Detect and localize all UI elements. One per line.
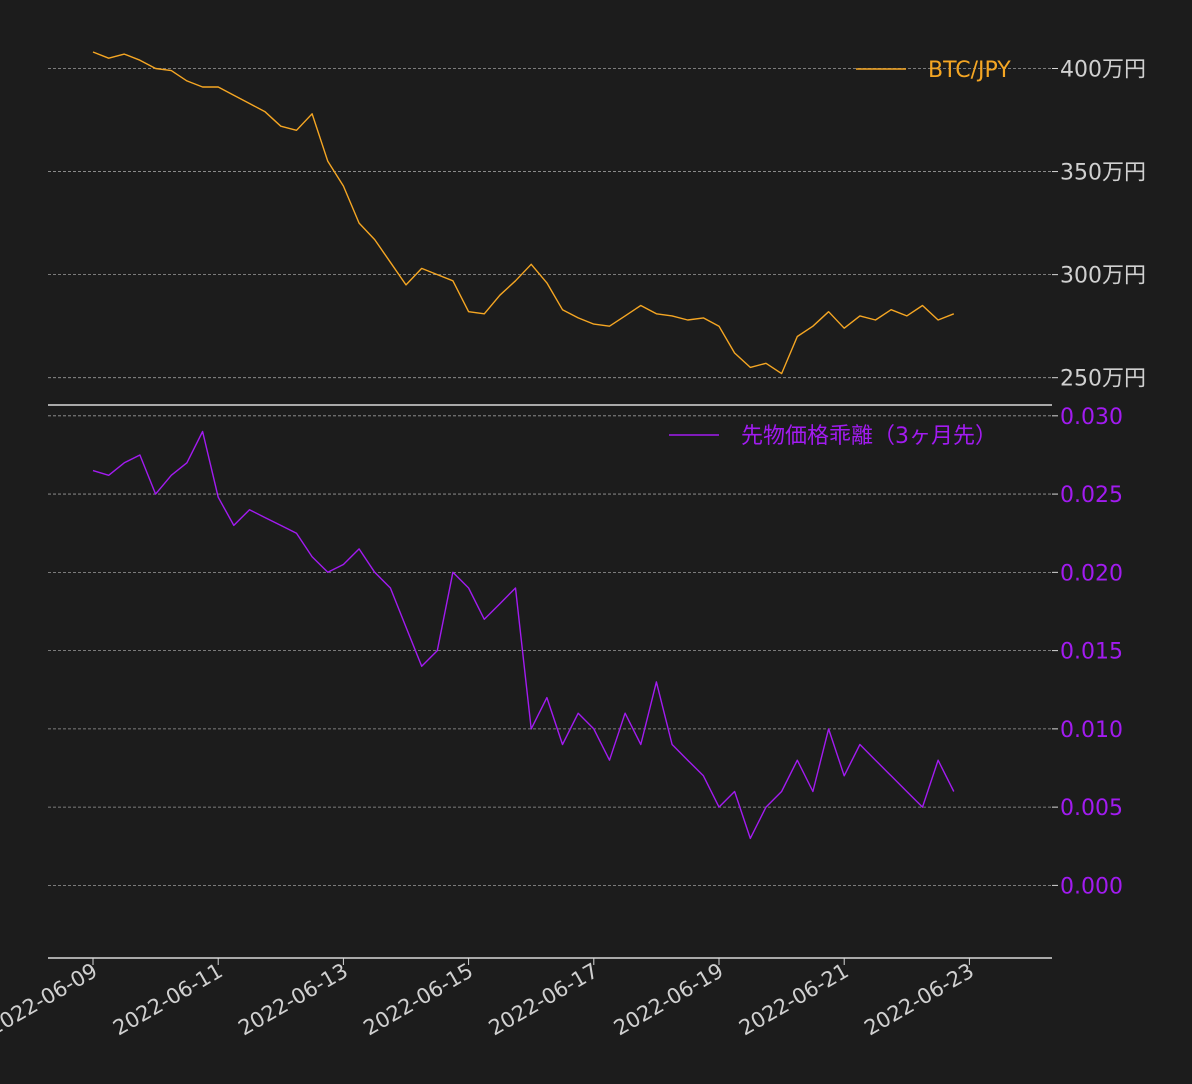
y-tick-label: 400万円	[1060, 57, 1146, 82]
x-tick-label: 2022-06-09	[0, 959, 102, 1041]
y-tick-label: 0.000	[1060, 874, 1123, 899]
y-tick-label: 250万円	[1060, 367, 1146, 392]
series-line	[92, 51, 955, 375]
x-tick-label: 2022-06-19	[610, 959, 728, 1041]
x-tick-label: 2022-06-13	[234, 959, 352, 1041]
y-tick-label: 0.010	[1060, 718, 1123, 743]
x-tick-label: 2022-06-11	[109, 959, 227, 1041]
y-tick-label: 300万円	[1060, 264, 1146, 289]
series-line	[92, 430, 955, 840]
legend: BTC/JPY	[856, 58, 1011, 83]
shared-x-axis: 2022-06-09 2022-06-11 2022-06-13 2022-06-15…	[0, 958, 978, 1040]
x-tick-label: 2022-06-15	[359, 959, 477, 1041]
legend: 先物価格乖離（3ヶ月先）	[669, 424, 997, 449]
legend-label: 先物価格乖離（3ヶ月先）	[741, 424, 997, 449]
y-tick-label: 0.005	[1060, 796, 1123, 821]
y-tick-label: 0.020	[1060, 561, 1123, 586]
price-panel: 250万円 300万円 350万円 400万円 BTC/JPY	[48, 51, 1146, 406]
y-tick-label: 0.015	[1060, 640, 1123, 665]
y-tick-label: 0.030	[1060, 405, 1123, 430]
y-tick-label: 350万円	[1060, 161, 1146, 186]
legend-label: BTC/JPY	[928, 58, 1011, 83]
y-tick-label: 0.025	[1060, 483, 1123, 508]
x-tick-label: 2022-06-23	[860, 959, 978, 1041]
x-tick-label: 2022-06-21	[735, 959, 853, 1041]
x-tick-label: 2022-06-17	[485, 959, 603, 1041]
deviation-panel: 0.000 0.005 0.010 0.015 0.020 0.025 0.030 先物価格乖…	[48, 405, 1123, 959]
